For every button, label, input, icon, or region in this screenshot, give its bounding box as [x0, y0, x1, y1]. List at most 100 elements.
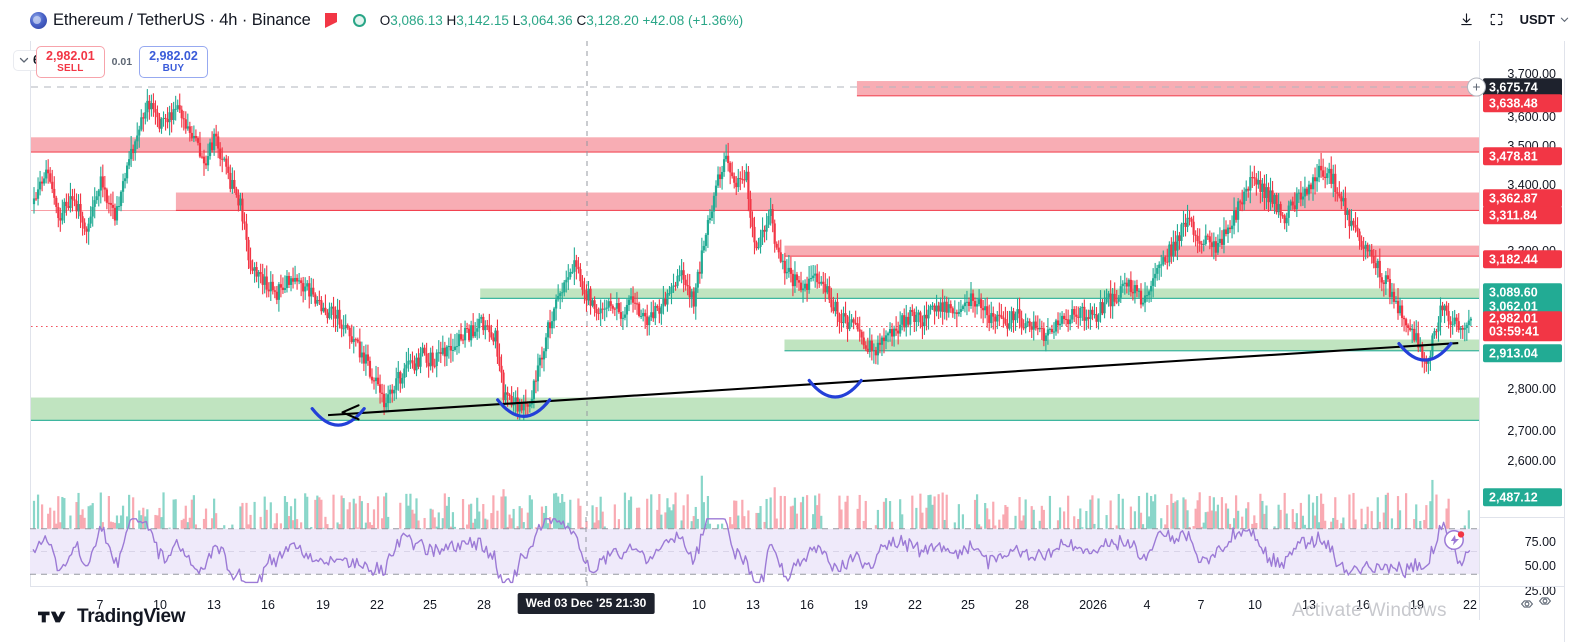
- ohlc-low-value: 3,064.36: [520, 13, 573, 28]
- time-tick: 10: [1248, 598, 1262, 612]
- bid-ask-strip: 2,982.01 SELL 0.01 2,982.02 BUY: [36, 46, 208, 79]
- ohlc-close-label: C: [576, 13, 587, 28]
- time-tick: 16: [1356, 598, 1370, 612]
- zone-resistance-1[interactable]: [856, 81, 1479, 96]
- market-open-dot-icon: [352, 14, 366, 27]
- crosshair-time-label: Wed 03 Dec '25 21:30: [517, 593, 655, 614]
- time-tick: 16: [800, 598, 814, 612]
- zone-resistance-3[interactable]: [175, 192, 1479, 211]
- arc-higher-low-arc-4[interactable]: [1397, 341, 1453, 362]
- price-plot[interactable]: [30, 41, 1479, 586]
- sell-price: 2,982.01: [46, 49, 95, 63]
- candlestick-canvas: [31, 41, 1479, 586]
- currency-selector[interactable]: USDT: [1513, 6, 1576, 33]
- rsi-tick: 50.00: [1524, 559, 1556, 573]
- price-level-label[interactable]: 3,311.84: [1483, 206, 1562, 224]
- tradingview-wordmark: TradingView: [77, 606, 186, 627]
- time-tick: 13: [1302, 598, 1316, 612]
- header-actions: USDT: [1452, 6, 1576, 33]
- time-tick: 10: [153, 598, 167, 612]
- arc-higher-low-arc-1[interactable]: [310, 407, 366, 427]
- time-tick: 19: [316, 598, 330, 612]
- rsi-band: [30, 528, 1479, 575]
- chevron-down-icon[interactable]: [19, 55, 29, 65]
- rsi-tick: 25.00: [1524, 584, 1556, 598]
- bar-countdown: 03:59:41: [1489, 324, 1540, 339]
- ascending-trendline[interactable]: [327, 341, 1459, 417]
- price-tick: 2,600.00: [1507, 454, 1556, 468]
- time-tick: 22: [1463, 598, 1477, 612]
- price-tick: 2,800.00: [1507, 382, 1556, 396]
- download-icon[interactable]: [1452, 6, 1480, 33]
- arc-higher-low-arc-3[interactable]: [807, 378, 863, 399]
- symbol-title[interactable]: Ethereum / TetherUS · 4h · Binance: [53, 11, 311, 29]
- snapshot-icon[interactable]: [1482, 6, 1510, 33]
- price-scale[interactable]: 3,700.003,600.003,500.003,400.003,200.00…: [1467, 41, 1564, 586]
- arc-higher-low-arc-2[interactable]: [496, 398, 552, 418]
- price-level-label[interactable]: 3,638.48: [1483, 94, 1562, 112]
- time-tick: 7: [1197, 598, 1205, 612]
- ethereum-icon: [30, 12, 47, 29]
- time-tick: 13: [746, 598, 760, 612]
- time-tick: 22: [370, 598, 384, 612]
- plus-circle-icon[interactable]: +: [1467, 77, 1486, 97]
- price-level-label[interactable]: 2,913.04: [1483, 344, 1562, 362]
- tradingview-watermark: TradingView: [38, 606, 186, 628]
- ohlc-high-label: H: [446, 13, 457, 28]
- zone-support-2[interactable]: [784, 339, 1479, 351]
- price-level-label[interactable]: 3,675.74: [1483, 78, 1562, 96]
- alert-bolt-icon[interactable]: [1443, 529, 1465, 551]
- price-level-label[interactable]: 3,089.60: [1483, 283, 1562, 301]
- current-price-label[interactable]: 2,982.01 03:59:41: [1483, 311, 1562, 341]
- zone-support-3[interactable]: [31, 397, 1479, 421]
- price-tick: 3,700.00: [1507, 67, 1556, 81]
- rsi-line: [32, 518, 1471, 584]
- ohlc-values: O3,086.13 H3,142.15 L3,064.36 C3,128.20 …: [380, 13, 743, 28]
- time-tick: 7: [96, 598, 104, 612]
- rsi-tick: 75.00: [1524, 535, 1556, 549]
- price-level-label[interactable]: 3,182.44: [1483, 250, 1562, 268]
- price-tick: 3,400.00: [1507, 178, 1556, 192]
- current-price-value: 2,982.01: [1489, 311, 1538, 326]
- chart-container: 6 TradingView 3,700.003,600.003,500.003,…: [0, 41, 1590, 642]
- currency-label: USDT: [1519, 12, 1555, 27]
- time-tick: 4: [1143, 598, 1151, 612]
- time-tick: 10: [692, 598, 706, 612]
- spread-value: 0.01: [111, 56, 133, 69]
- chevron-down-icon: [1560, 17, 1569, 23]
- buy-price: 2,982.02: [149, 49, 198, 63]
- buy-label: BUY: [162, 63, 185, 74]
- price-level-label[interactable]: 3,362.87: [1483, 189, 1562, 207]
- zone-resistance-4[interactable]: [784, 245, 1479, 257]
- candles-group: [32, 89, 1472, 421]
- ohlc-close-value: 3,128.20: [586, 13, 639, 28]
- price-level-label[interactable]: 3,062.01: [1483, 297, 1562, 315]
- time-scale[interactable]: 7 10 13 16 19 22 25 28 10 13 16 19 22 25 28 2026 4 7 10 13 1…: [30, 586, 1564, 620]
- rsi-canvas: [30, 517, 1479, 586]
- rsi-scale[interactable]: 75.00 50.00 25.00: [1479, 517, 1564, 620]
- eye-icon[interactable]: [1518, 595, 1538, 615]
- time-tick: 25: [961, 598, 975, 612]
- time-tick: 22: [908, 598, 922, 612]
- price-level-label[interactable]: 2,487.12: [1483, 488, 1562, 506]
- rsi-panel[interactable]: [30, 517, 1479, 586]
- sell-button[interactable]: 2,982.01 SELL: [36, 46, 105, 79]
- time-tick: 28: [1015, 598, 1029, 612]
- zone-resistance-2[interactable]: [31, 137, 1479, 153]
- ohlc-low-label: L: [512, 13, 521, 28]
- time-tick: 28: [477, 598, 491, 612]
- chart-header: Ethereum / TetherUS · 4h · Binance O3,08…: [0, 0, 1590, 41]
- buy-button[interactable]: 2,982.02 BUY: [139, 46, 208, 79]
- trendline-origin-arrow: [341, 404, 360, 421]
- sell-label: SELL: [57, 63, 84, 74]
- time-tick: 16: [261, 598, 275, 612]
- right-toolbar-edge: [1564, 41, 1590, 642]
- ohlc-open-value: 3,086.13: [390, 13, 443, 28]
- price-level-label[interactable]: 3,478.81: [1483, 147, 1562, 165]
- symbol-info-bar: Ethereum / TetherUS · 4h · Binance O3,08…: [0, 11, 743, 30]
- time-tick: 19: [1410, 598, 1424, 612]
- time-tick: 13: [207, 598, 221, 612]
- crosshair-settings-icon[interactable]: [1536, 592, 1556, 612]
- time-tick: 2026: [1079, 598, 1107, 612]
